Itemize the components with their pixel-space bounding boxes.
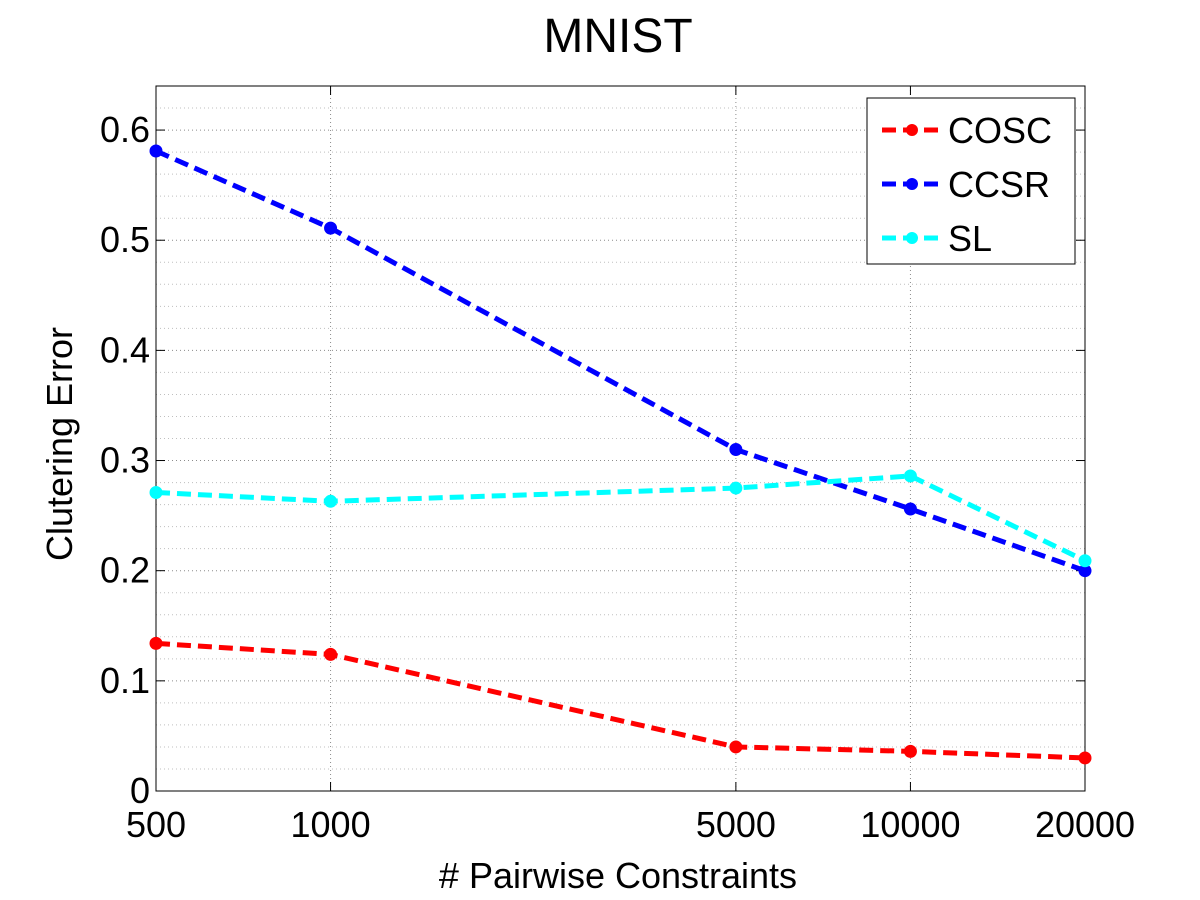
legend-label-cosc: COSC [948, 110, 1052, 151]
chart-title: MNIST [543, 10, 692, 63]
series-layer [149, 144, 1092, 765]
text-layer: MNIST # Pairwise Constraints Clutering E… [39, 10, 797, 896]
axes: 0 0.1 0.2 0.3 0.4 0.5 0.6 500 1000 5000 10000 20000 [100, 85, 1135, 845]
y-tick-label: 0 [130, 770, 150, 811]
legend-label-sl: SL [948, 218, 992, 259]
legend-marker-cosc [906, 124, 918, 136]
legend-marker-ccsr [906, 178, 918, 190]
data-point-cosc [324, 647, 338, 661]
data-point-cosc [903, 744, 917, 758]
data-point-cosc [1078, 751, 1092, 765]
data-point-ccsr [903, 502, 917, 516]
legend: COSC CCSR SL [866, 97, 1076, 265]
x-tick-label: 20000 [1035, 804, 1135, 845]
data-point-sl [1078, 554, 1092, 568]
data-point-sl [903, 469, 917, 483]
y-tick-label: 0.4 [100, 329, 150, 370]
data-point-ccsr [729, 443, 743, 457]
x-tick-label: 500 [126, 804, 186, 845]
x-tick-label: 1000 [291, 804, 371, 845]
data-point-ccsr [324, 221, 338, 235]
data-point-sl [729, 481, 743, 495]
legend-label-ccsr: CCSR [948, 164, 1050, 205]
data-point-sl [149, 485, 163, 499]
y-tick-label: 0.2 [100, 550, 150, 591]
y-tick-label: 0.5 [100, 219, 150, 260]
y-tick-label: 0.3 [100, 440, 150, 481]
y-tick-label: 0.1 [100, 660, 150, 701]
data-point-cosc [149, 636, 163, 650]
legend-marker-sl [906, 232, 918, 244]
data-point-ccsr [149, 144, 163, 158]
data-point-cosc [729, 740, 743, 754]
y-tick-label: 0.6 [100, 109, 150, 150]
x-tick-label: 10000 [860, 804, 960, 845]
legend-box [866, 97, 1076, 265]
x-axis-label: # Pairwise Constraints [439, 855, 797, 896]
x-tick-label: 5000 [696, 804, 776, 845]
data-point-sl [324, 494, 338, 508]
plot-frame [155, 85, 1086, 792]
y-axis-label: Clutering Error [39, 327, 80, 561]
